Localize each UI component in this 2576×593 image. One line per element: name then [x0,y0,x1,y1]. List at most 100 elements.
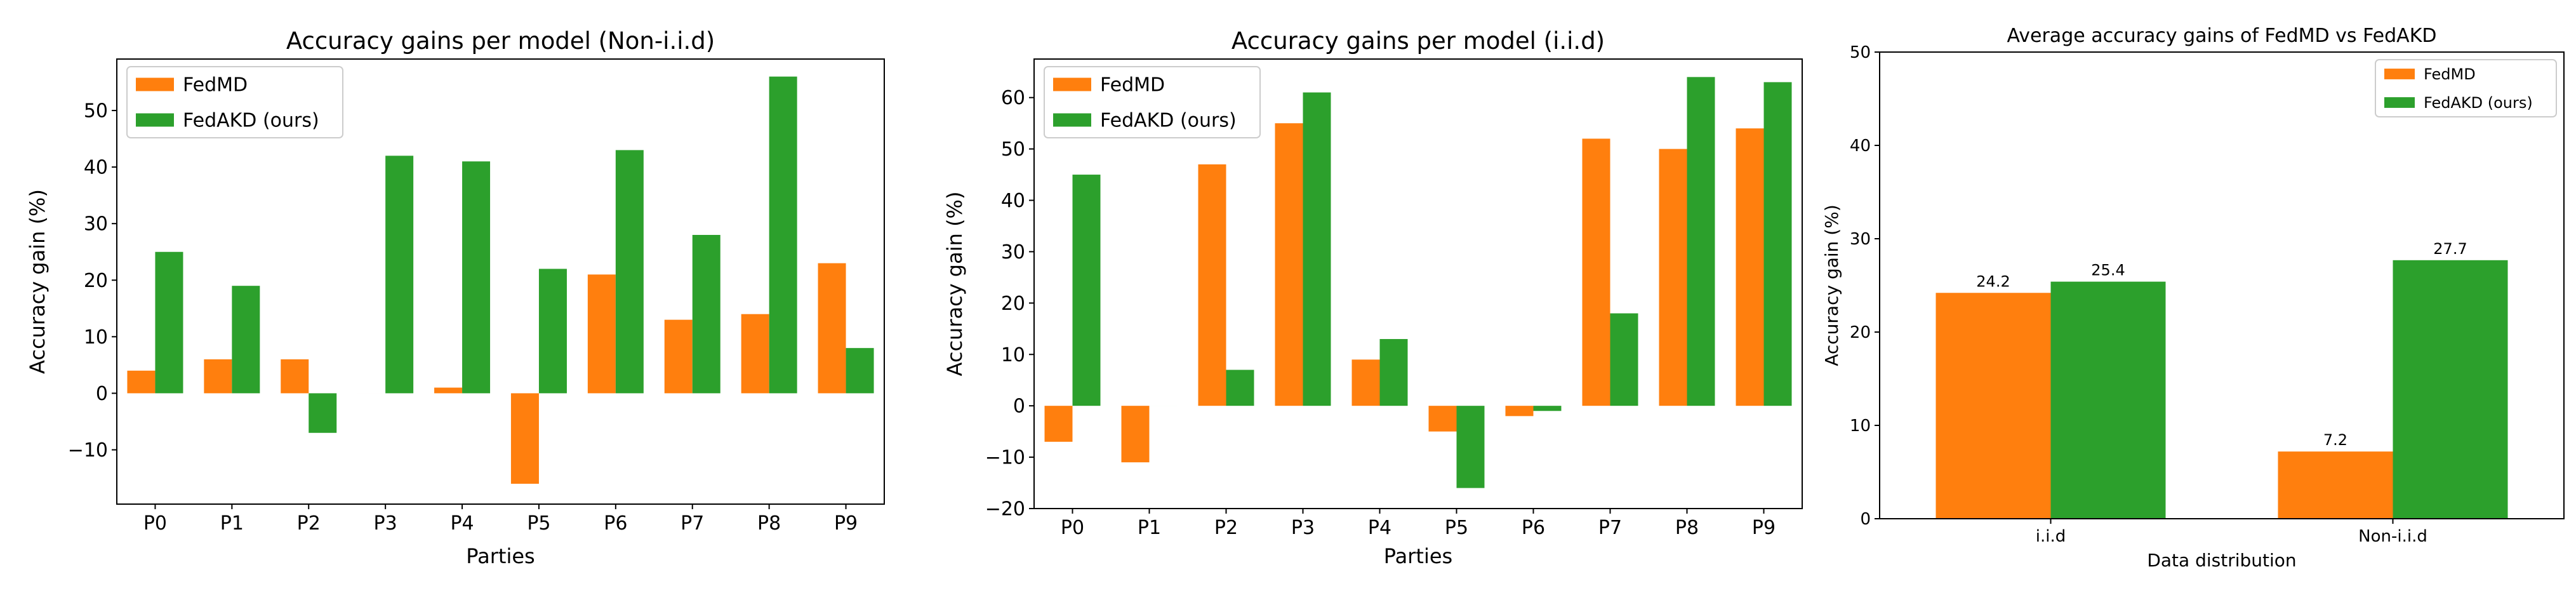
x-tick-label: P6 [1522,517,1545,539]
axes-frame [1879,51,2565,519]
bar-fedakd-noniid [2393,260,2508,519]
bar-fedakd-p7 [1610,313,1638,406]
y-tick-label: 40 [84,157,108,179]
bar-fedmd-p9 [818,263,846,394]
y-tick-label: −10 [68,439,108,462]
x-tick-label: P5 [1445,517,1468,539]
x-tick-label: P7 [1598,517,1622,539]
bar-fedmd-p7 [664,319,693,394]
x-tick-label: P1 [1138,517,1161,539]
y-tick-label: 10 [84,326,108,349]
y-tick-label: 50 [84,100,108,123]
bar-fedakd-p8 [1687,77,1715,406]
y-tick-label: 30 [84,213,108,236]
y-tick-label: 40 [1850,137,1871,156]
legend-box [126,66,343,138]
bar-fedmd-p5 [1428,406,1457,432]
x-tick-label: P9 [834,512,858,535]
bar-fedmd-p4 [1351,359,1380,406]
y-tick-label: −10 [985,447,1025,469]
bar-fedmd-p1 [204,359,232,394]
legend-swatch-fedakd [1053,113,1091,127]
bar-fedmd-p9 [1736,128,1764,406]
charts-container: −10 0 10 20 30 40 50 P0 P1 P2 P3 P4 P5 P6 P7 P8 P9 Accura… [25,25,2565,571]
y-tick-label: 0 [1860,510,1871,529]
y-tick-label: 30 [1850,230,1871,249]
legend: FedMD FedAKD (ours) [2375,59,2557,117]
x-axis-label: Parties [466,544,534,568]
bar-fedmd-noniid [2278,451,2393,519]
legend-box [2375,59,2557,117]
x-tick-label: P4 [450,512,474,535]
x-tick-label: Non-i.i.d [2358,527,2427,546]
x-tick-label: P2 [297,512,321,535]
legend-box [1044,66,1261,138]
bar-fedmd-p7 [1582,138,1610,406]
bar-fedmd-iid [1935,293,2051,519]
y-tick-label: −20 [985,498,1025,521]
bar-fedakd-p3 [1303,92,1331,406]
y-axis-label: Accuracy gain (%) [943,192,967,376]
x-tick-label: P3 [1291,517,1315,539]
y-tick-label: 20 [1001,293,1025,315]
bar-fedmd-p8 [1659,149,1687,406]
x-tick-label: P1 [220,512,244,535]
data-label: 7.2 [2323,431,2347,449]
x-tick-label: P6 [604,512,627,535]
x-tick-label: P5 [527,512,550,535]
bar-fedakd-p4 [1379,338,1408,406]
axes-frame [1033,58,1803,509]
bar-fedakd-iid [2050,281,2166,519]
bar-fedakd-p6 [1533,406,1562,411]
data-label: 25.4 [2091,262,2125,279]
bar-fedakd-p9 [1763,82,1792,406]
bar-fedmd-p0 [1044,406,1073,442]
bar-fedmd-p6 [1505,406,1534,416]
y-axis-label: Accuracy gain (%) [1821,204,1842,366]
y-tick-label: 50 [1850,43,1871,62]
bar-fedakd-p3 [385,156,414,394]
y-tick-label: 10 [1850,416,1871,436]
legend: FedMD FedAKD (ours) [126,66,343,138]
chart-title: Accuracy gains per model (Non-i.i.d) [286,27,715,55]
bar-fedmd-p2 [281,359,309,394]
x-tick-label: P0 [1061,517,1084,539]
data-label: 24.2 [1976,272,2010,290]
y-tick-label: 30 [1001,241,1025,263]
bar-fedakd-p0 [155,251,183,394]
legend-label-fedmd: FedMD [2424,65,2476,83]
x-tick-label: P3 [374,512,397,535]
bar-fedmd-p6 [587,274,616,394]
y-tick-label: 10 [1001,344,1025,366]
y-tick-label: 20 [84,270,108,292]
x-axis-label: Parties [1384,544,1452,568]
y-tick-label: 50 [1001,138,1025,161]
x-axis-label: Data distribution [2147,550,2296,571]
x-tick-label: P7 [681,512,704,535]
bar-fedakd-p5 [538,269,567,394]
legend-swatch-fedakd [136,113,174,127]
legend-label-fedmd: FedMD [183,74,248,97]
legend: FedMD FedAKD (ours) [1044,66,1261,138]
bar-fedmd-p3 [1275,123,1303,406]
y-tick-label: 40 [1001,190,1025,212]
chart-iid: −20 −10 0 10 20 30 40 50 60 P0 P1 P2 P3 P4 P5 P6 P7 P8 P9 A… [943,27,1803,568]
x-tick-label: P4 [1368,517,1391,539]
bar-fedmd-p2 [1198,164,1226,406]
bar-fedmd-p8 [741,314,769,394]
legend-label-fedmd: FedMD [1100,74,1165,97]
chart-avg: 24.2 7.2 25.4 27.7 0 10 20 30 40 50 i.i.d Non-i.i.d… [1821,25,2565,571]
legend-label-fedakd: FedAKD (ours) [183,110,319,132]
x-tick-label: P2 [1214,517,1238,539]
chart-title: Average accuracy gains of FedMD vs FedAK… [2007,25,2437,47]
x-tick-label: P9 [1752,517,1776,539]
legend-swatch-fedmd [2384,69,2415,79]
legend-swatch-fedakd [2384,97,2415,108]
x-tick-label: P0 [143,512,167,535]
legend-label-fedakd: FedAKD (ours) [2424,94,2533,112]
bar-fedakd-p2 [1226,370,1254,406]
bar-fedmd-p1 [1121,406,1150,463]
y-tick-label: 60 [1001,87,1025,109]
y-tick-label: 20 [1850,323,1871,342]
bar-fedakd-p2 [309,393,337,433]
